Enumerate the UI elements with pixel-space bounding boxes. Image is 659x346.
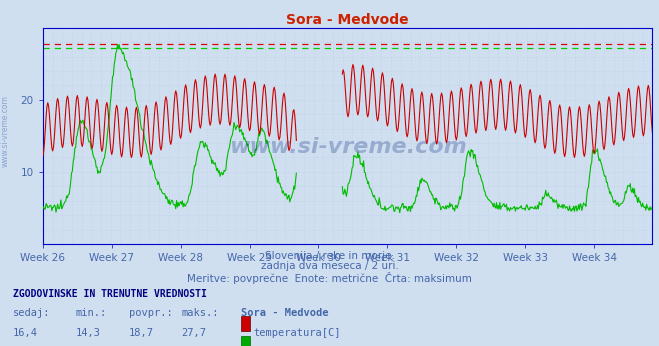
Text: Sora - Medvode: Sora - Medvode [241,308,328,318]
Text: temperatura[C]: temperatura[C] [254,328,341,338]
Text: Slovenija / reke in morje.: Slovenija / reke in morje. [264,251,395,261]
Text: 27,7: 27,7 [181,328,206,338]
Title: Sora - Medvode: Sora - Medvode [286,12,409,27]
Text: zadnja dva meseca / 2 uri.: zadnja dva meseca / 2 uri. [260,261,399,271]
Text: www.si-vreme.com: www.si-vreme.com [1,95,10,167]
Text: povpr.:: povpr.: [129,308,172,318]
Text: ZGODOVINSKE IN TRENUTNE VREDNOSTI: ZGODOVINSKE IN TRENUTNE VREDNOSTI [13,289,207,299]
Text: www.si-vreme.com: www.si-vreme.com [229,137,467,157]
Text: min.:: min.: [76,308,107,318]
Text: sedaj:: sedaj: [13,308,51,318]
Text: 14,3: 14,3 [76,328,101,338]
Text: 18,7: 18,7 [129,328,154,338]
Text: Meritve: povprečne  Enote: metrične  Črta: maksimum: Meritve: povprečne Enote: metrične Črta:… [187,272,472,284]
Text: 16,4: 16,4 [13,328,38,338]
Text: maks.:: maks.: [181,308,219,318]
